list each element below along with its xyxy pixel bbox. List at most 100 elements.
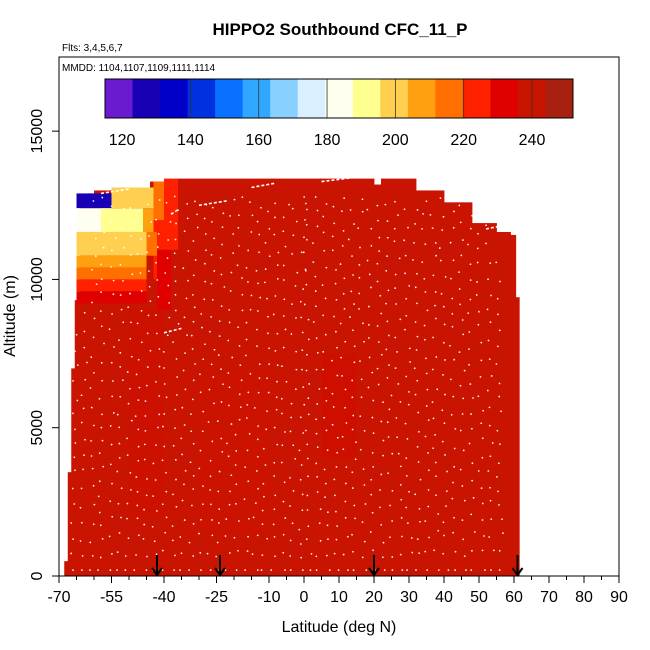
sample-dot — [177, 322, 180, 325]
sample-dot — [122, 321, 125, 324]
sample-dot — [150, 221, 153, 223]
sample-dot — [304, 268, 307, 271]
sample-dot — [199, 449, 202, 452]
sample-dot — [307, 338, 310, 341]
sample-dot — [201, 503, 204, 506]
sample-dot — [192, 240, 195, 242]
sample-dot — [276, 277, 279, 280]
sample-dot — [452, 531, 455, 534]
sample-dot — [261, 554, 264, 556]
sample-dot — [192, 320, 195, 323]
sample-dot — [83, 346, 86, 349]
sample-dot — [136, 490, 139, 493]
sample-dot — [341, 435, 344, 438]
sample-dot — [502, 532, 504, 534]
sample-dot — [181, 406, 184, 409]
sample-dot — [129, 337, 132, 340]
x-tick-label: 90 — [610, 589, 628, 606]
sample-dot — [192, 379, 195, 382]
sample-dot — [138, 386, 141, 389]
sample-dot — [140, 309, 143, 312]
sample-dot — [353, 504, 356, 507]
sample-dot — [175, 478, 177, 481]
sample-dot — [234, 464, 237, 466]
sample-dot — [256, 534, 259, 537]
sample-dot — [135, 554, 137, 556]
level-flight-segment — [321, 176, 357, 183]
sample-dot — [404, 422, 407, 425]
sample-dot — [101, 379, 104, 382]
sample-dot — [351, 533, 353, 536]
sample-dot — [174, 293, 177, 296]
sample-dot — [153, 540, 156, 543]
sample-dot — [361, 521, 364, 524]
sample-dot — [79, 540, 82, 542]
sample-dot — [307, 397, 310, 400]
sample-dot — [216, 420, 219, 422]
sample-dot — [236, 264, 239, 267]
sample-dot — [303, 196, 306, 198]
sample-dot — [307, 475, 309, 478]
sample-dot — [120, 516, 122, 519]
sample-dot — [371, 416, 374, 419]
sample-dot — [487, 470, 490, 472]
sample-dot — [204, 343, 206, 346]
flight-marker-head — [368, 567, 380, 577]
sample-dot — [143, 443, 146, 446]
sample-dot — [163, 383, 166, 385]
sample-dot — [487, 339, 490, 342]
sample-dot — [490, 569, 492, 571]
sample-dot — [199, 391, 202, 394]
sample-dot — [378, 506, 381, 509]
sample-dot — [86, 361, 88, 364]
sample-dot — [260, 206, 262, 209]
sample-dot — [359, 448, 362, 451]
sample-dot — [326, 449, 329, 452]
sample-dot — [301, 509, 304, 512]
sample-dot — [314, 290, 317, 292]
sample-dot — [246, 550, 249, 552]
sample-dot — [136, 322, 139, 325]
colorbar-swatch — [352, 79, 381, 118]
heatmap-column — [381, 178, 417, 576]
sample-dot — [341, 210, 343, 213]
sample-dot — [186, 202, 189, 205]
sample-dot — [289, 555, 292, 557]
sample-dot — [344, 482, 347, 485]
sample-dot — [411, 551, 414, 554]
sample-dot — [90, 406, 93, 409]
sample-dot — [268, 255, 271, 258]
sample-dot — [442, 374, 444, 376]
sample-dot — [156, 279, 159, 281]
sample-dot — [431, 401, 434, 403]
sample-dot — [487, 278, 489, 281]
sample-dot — [451, 325, 454, 328]
sample-dot — [220, 305, 223, 308]
sample-dot — [363, 340, 366, 343]
sample-dot — [244, 466, 247, 469]
sample-dot — [477, 323, 480, 326]
sample-dot — [260, 569, 263, 571]
sample-dot — [463, 499, 466, 502]
sample-dot — [113, 346, 115, 348]
sample-dot — [228, 321, 231, 324]
sample-dot — [380, 473, 383, 476]
sample-dot — [109, 220, 112, 223]
sample-dot — [307, 318, 310, 321]
sample-dot — [90, 356, 93, 359]
sample-dot — [395, 303, 398, 305]
sample-dot — [221, 243, 223, 246]
flights-annotation: Flts: 3,4,5,6,7 — [62, 43, 123, 54]
sample-dot — [497, 462, 500, 465]
colorbar-swatch — [297, 79, 326, 118]
sample-dot — [498, 503, 500, 506]
sample-dot — [442, 215, 445, 218]
sample-dot — [262, 482, 265, 485]
sample-dot — [496, 429, 499, 432]
sample-dot — [304, 429, 307, 432]
sample-dot — [250, 231, 253, 233]
sample-dot — [248, 432, 251, 435]
sample-dot — [203, 217, 206, 220]
sample-dot — [300, 556, 303, 559]
sample-dot — [334, 494, 336, 497]
